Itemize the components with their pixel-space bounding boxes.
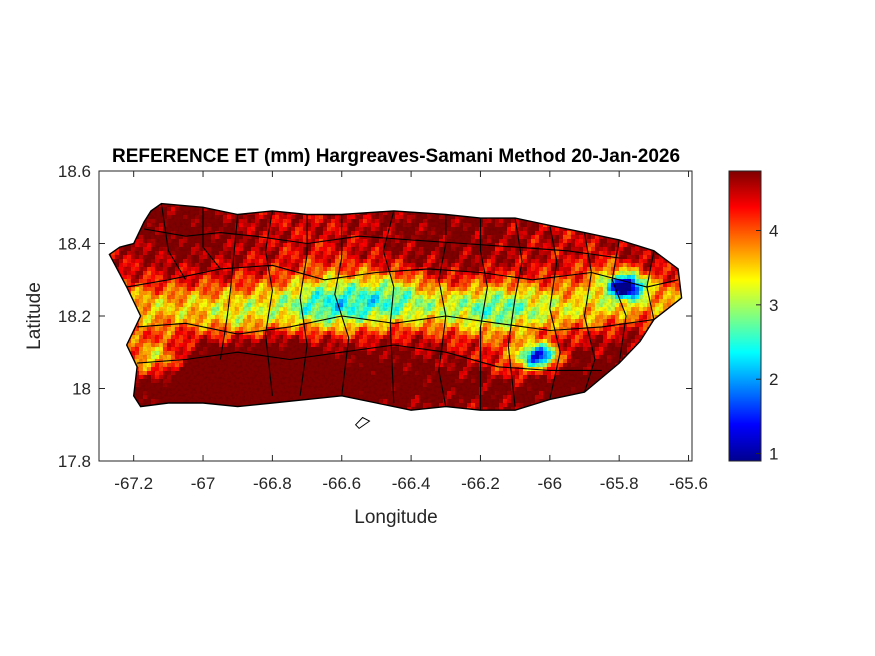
y-axis: 18.6 18.4 18.2 18 17.8 [58, 162, 692, 471]
y-tick-label: 18 [72, 380, 91, 399]
colorbar-tick-label: 4 [769, 221, 778, 240]
municipality-boundary [160, 203, 187, 281]
municipality-boundary [382, 210, 395, 404]
small-island-outline [354, 416, 371, 430]
municipality-boundary [219, 214, 239, 360]
x-tick-label: -66.6 [322, 474, 361, 493]
municipality-boundary [137, 344, 602, 371]
x-tick-label: -67.2 [114, 474, 153, 493]
colorbar-tick-label: 3 [769, 296, 778, 315]
y-axis-label: Latitude [24, 282, 45, 350]
y-tick-label: 18.6 [58, 162, 91, 181]
x-tick-label: -66.8 [253, 474, 292, 493]
municipality-boundary [611, 239, 627, 364]
municipality-boundary [438, 214, 447, 407]
municipality-boundary [126, 264, 679, 288]
municipality-boundary [137, 315, 654, 335]
x-tick-label: -66 [538, 474, 563, 493]
x-tick-label: -65.8 [600, 474, 639, 493]
colorbar-tick-label: 1 [769, 445, 778, 464]
colorbar-ticks: 4 3 2 1 [756, 221, 778, 464]
colorbar [728, 170, 762, 462]
y-tick-label: 17.8 [58, 452, 91, 471]
x-axis-label: Longitude [354, 507, 437, 528]
municipality-boundary [299, 214, 308, 396]
municipality-boundary [202, 207, 221, 270]
x-tick-label: -66.4 [392, 474, 431, 493]
municipality-boundary [479, 218, 488, 411]
x-tick-label: -67 [191, 474, 216, 493]
municipality-boundary [144, 228, 620, 259]
coastline-outline [108, 202, 683, 411]
municipality-boundaries [126, 203, 679, 411]
y-tick-label: 18.2 [58, 307, 91, 326]
municipality-boundary [334, 214, 350, 396]
x-tick-label: -65.6 [669, 474, 708, 493]
map-title: REFERENCE ET (mm) Hargreaves-Samani Meth… [112, 146, 680, 167]
x-axis: -67.2 -67 -66.8 -66.6 -66.4 -66.2 -66 -65.8 -65.… [114, 171, 708, 493]
y-tick-label: 18.4 [58, 235, 91, 254]
colorbar-tick-label: 2 [769, 370, 778, 389]
x-tick-label: -66.2 [461, 474, 500, 493]
